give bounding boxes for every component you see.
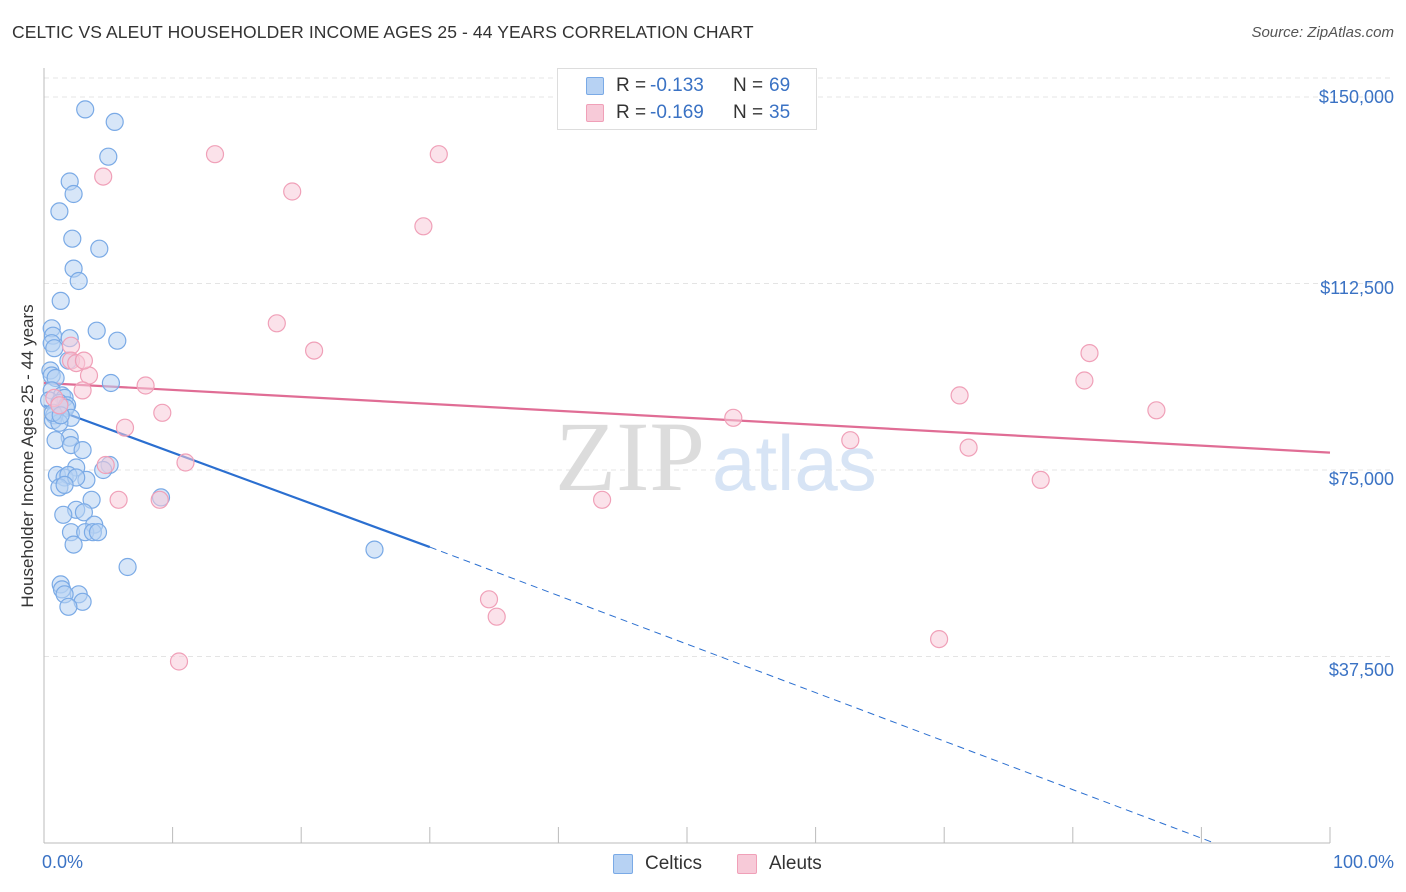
aleuts-point xyxy=(592,490,612,509)
aleuts-point xyxy=(150,490,169,509)
aleuts-point xyxy=(169,652,189,671)
aleuts-point xyxy=(50,396,69,415)
celtics-point xyxy=(51,291,70,310)
y-tick-label-37500: $37,500 xyxy=(1328,660,1394,680)
celtics-point xyxy=(50,202,69,221)
aleuts-point xyxy=(479,590,499,609)
aleuts-point xyxy=(487,607,506,626)
legend-r-value: -0.133 xyxy=(650,75,704,96)
x-tick-label-max: 100.0% xyxy=(1332,852,1394,872)
legend-n-label: N = xyxy=(733,102,764,123)
aleuts-legend-label: Aleuts xyxy=(769,853,822,874)
aleuts-point xyxy=(950,386,969,405)
celtics-point xyxy=(108,331,127,350)
legend-r-label: R = xyxy=(616,102,647,123)
celtics-point xyxy=(46,431,65,450)
aleuts-point xyxy=(414,217,433,236)
celtics-point xyxy=(69,271,88,291)
trend-layer xyxy=(43,381,1331,844)
celtics-point xyxy=(64,184,83,204)
y-tick-label-112500: $112,500 xyxy=(1320,278,1394,298)
celtics-point xyxy=(73,441,92,460)
series-aleuts xyxy=(45,145,1166,671)
legend-row-celtics: R = -0.133 N = 69 xyxy=(558,73,816,99)
aleuts-legend-swatch xyxy=(737,854,757,874)
aleuts-point xyxy=(841,431,860,450)
legend-r-value: -0.169 xyxy=(650,102,704,123)
aleuts-point xyxy=(74,351,94,370)
celtics-point xyxy=(88,523,108,542)
y-axis-title: Householder Income Ages 25 - 44 years xyxy=(18,304,37,608)
aleuts-point xyxy=(73,381,92,400)
celtics-point xyxy=(63,229,82,248)
celtics-point xyxy=(99,147,118,166)
aleuts-point xyxy=(96,455,115,475)
celtics-swatch xyxy=(586,77,604,95)
aleuts-point xyxy=(1031,470,1050,489)
aleuts-point xyxy=(1080,344,1099,363)
celtics-point xyxy=(87,321,106,340)
points-layer xyxy=(39,100,1166,671)
bottom-legend-celtics: Celtics xyxy=(613,852,723,876)
celtics-point xyxy=(90,239,109,258)
celtics-point xyxy=(74,503,94,522)
stats-legend: R = -0.133 N = 69 R = -0.169 N = 35 xyxy=(557,68,817,130)
aleuts-point xyxy=(283,182,302,201)
legend-n-value: 35 xyxy=(769,102,791,123)
celtics-point xyxy=(118,557,137,577)
legend-n-value: 69 xyxy=(769,75,791,96)
y-tick-label-75000: $75,000 xyxy=(1328,469,1394,489)
aleuts-point xyxy=(305,341,324,360)
y-tick-label-150000: $150,000 xyxy=(1318,87,1394,107)
x-tick-label-min: 0.0% xyxy=(42,852,84,872)
celtics-point xyxy=(55,475,74,494)
aleuts-point xyxy=(94,167,113,186)
celtics-legend-label: Celtics xyxy=(645,853,703,874)
celtics-point xyxy=(101,373,121,393)
watermark-zip: ZIP xyxy=(555,401,705,512)
series-celtics xyxy=(39,100,384,616)
celtics-point xyxy=(59,597,78,616)
celtics-point xyxy=(365,540,384,559)
celtics-point xyxy=(64,535,83,554)
bottom-legend-aleuts: Aleuts xyxy=(737,852,847,876)
grid-layer xyxy=(44,77,1392,657)
aleuts-point xyxy=(115,418,135,437)
aleuts-trend-line xyxy=(43,381,1331,454)
celtics-legend-swatch xyxy=(613,854,633,874)
legend-r-label: R = xyxy=(616,75,647,96)
aleuts-point xyxy=(136,376,155,395)
aleuts-point xyxy=(267,314,286,333)
celtics-point xyxy=(76,100,95,119)
celtics-point xyxy=(45,339,64,358)
chart-title: CELTIC VS ALEUT HOUSEHOLDER INCOME AGES … xyxy=(12,22,754,42)
celtics-trend-extension xyxy=(429,546,1215,844)
aleuts-point xyxy=(929,629,949,649)
source-label: Source: ZipAtlas.com xyxy=(1251,24,1394,41)
aleuts-point xyxy=(1075,371,1094,390)
celtics-point xyxy=(54,505,73,524)
legend-n-label: N = xyxy=(733,75,764,96)
aleuts-point xyxy=(724,408,743,427)
celtics-trend-line xyxy=(43,404,431,549)
aleuts-point xyxy=(959,438,978,457)
axis-layer xyxy=(43,68,1331,844)
aleuts-point xyxy=(1147,401,1166,420)
aleuts-point xyxy=(205,145,225,164)
aleuts-point xyxy=(109,490,128,509)
celtics-point xyxy=(105,112,124,132)
aleuts-point xyxy=(176,453,195,472)
aleuts-point xyxy=(429,145,448,164)
aleuts-swatch xyxy=(586,104,604,122)
aleuts-point xyxy=(153,403,172,422)
legend-row-aleuts: R = -0.169 N = 35 xyxy=(558,100,816,126)
